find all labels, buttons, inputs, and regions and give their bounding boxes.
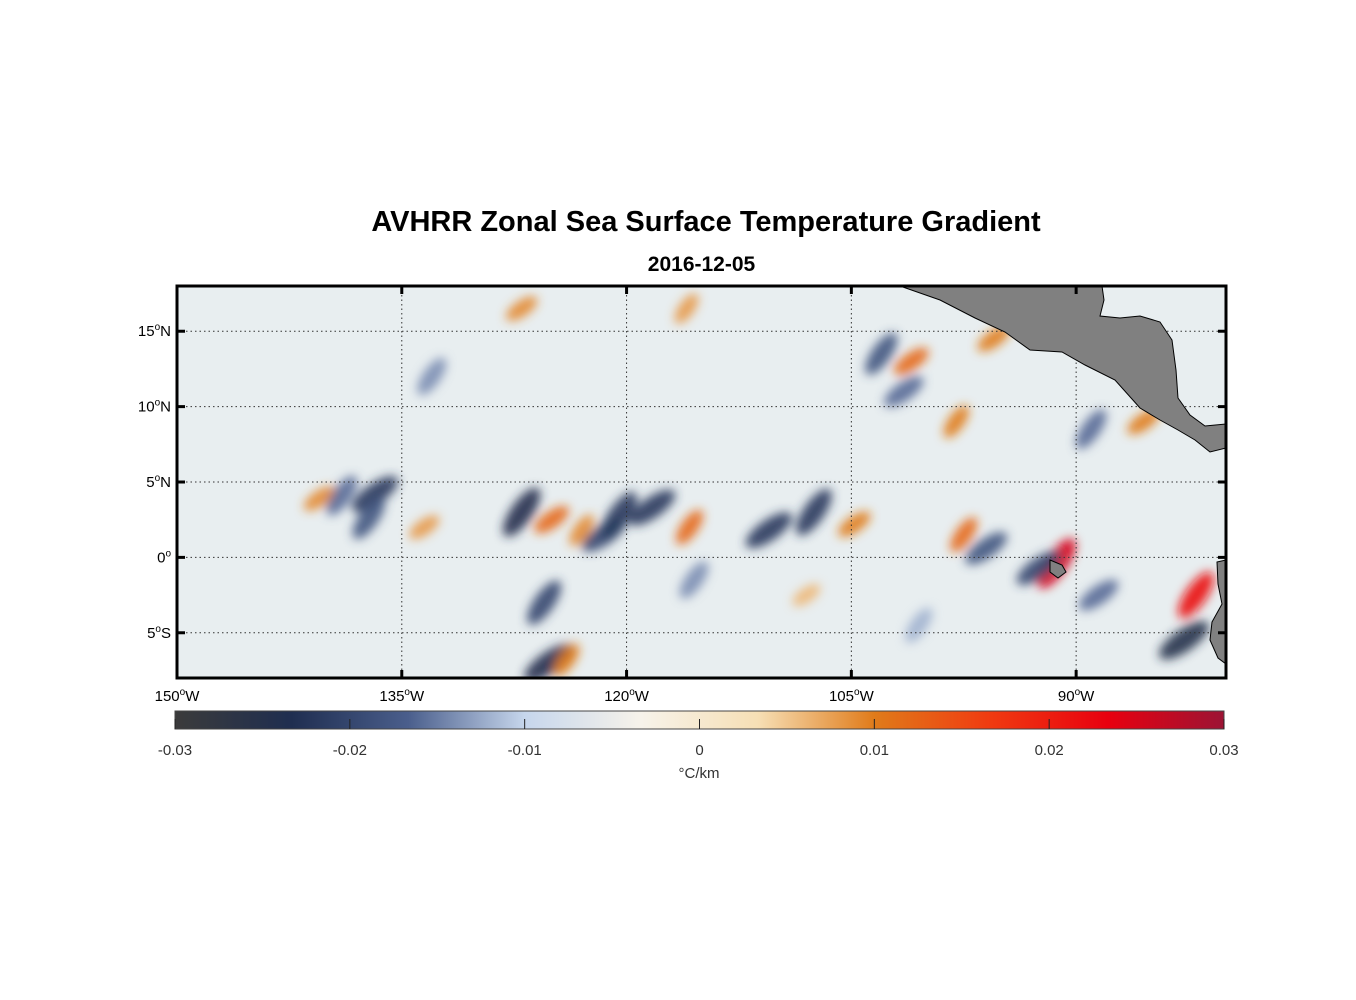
colorbar-unit-label: °C/km xyxy=(679,765,720,782)
colorbar-tick-label: 0.03 xyxy=(1209,742,1238,759)
gradient-feature xyxy=(943,405,969,438)
lat-tick-label: 10oN xyxy=(138,398,171,416)
gradient-feature xyxy=(905,607,933,643)
gradient-feature xyxy=(527,580,562,625)
gradient-feature xyxy=(675,509,704,545)
gradient-feature xyxy=(1078,579,1119,611)
lat-tick-label: 0o xyxy=(157,548,171,566)
gradient-feature xyxy=(679,561,709,599)
gradient-feature xyxy=(1075,409,1107,449)
gradient-feature xyxy=(553,643,580,677)
gradient-feature xyxy=(1159,621,1210,660)
gradient-feature xyxy=(745,512,793,549)
colorbar-tick-label: -0.01 xyxy=(508,742,542,759)
gradient-features-layer xyxy=(303,293,1214,678)
axis-tick-marks xyxy=(175,286,1226,678)
gradient-feature xyxy=(569,514,594,546)
lon-tick-label: 90oW xyxy=(1058,687,1095,705)
gradient-feature xyxy=(965,532,1008,565)
gradient-feature xyxy=(977,326,1010,352)
gradient-feature xyxy=(674,293,699,324)
gradient-feature xyxy=(351,476,399,512)
lon-tick-label: 150oW xyxy=(155,687,201,705)
gradient-feature xyxy=(838,511,871,537)
gradient-feature xyxy=(524,644,574,678)
gradient-feature xyxy=(326,475,358,516)
gradient-feature xyxy=(628,489,676,526)
gradient-feature xyxy=(601,491,637,539)
gradient-feature xyxy=(796,488,832,536)
colorbar-tick-label: 0 xyxy=(695,742,703,759)
gradient-feature xyxy=(502,487,541,537)
latitude-tick-labels: 15oN 10oN 5oN 0o 5oS xyxy=(138,322,172,642)
gradient-feature xyxy=(534,506,570,534)
gradient-feature xyxy=(417,357,447,396)
lon-tick-label: 105oW xyxy=(829,687,875,705)
colorbar-ticks: -0.03 -0.02 -0.01 0 0.01 0.02 0.03 xyxy=(158,719,1239,759)
gradient-feature xyxy=(893,347,929,375)
map-area xyxy=(177,286,1226,678)
lon-tick-label: 120oW xyxy=(604,687,650,705)
gradient-feature xyxy=(303,486,336,511)
colorbar-tick-label: -0.02 xyxy=(333,742,367,759)
gradient-feature xyxy=(352,497,385,540)
gradient-feature xyxy=(409,515,440,540)
gradient-feature xyxy=(884,376,924,407)
gradient-feature xyxy=(1178,571,1214,619)
chart-title: AVHRR Zonal Sea Surface Temperature Grad… xyxy=(371,206,1041,238)
gradient-feature xyxy=(506,296,538,321)
colorbar-tick-label: 0.01 xyxy=(860,742,889,759)
gradient-feature xyxy=(865,332,898,375)
gradient-feature xyxy=(950,517,978,553)
lat-tick-label: 5oN xyxy=(146,473,171,491)
colorbar-tick-label: -0.03 xyxy=(158,742,192,759)
longitude-tick-labels: 150oW 135oW 120oW 105oW 90oW xyxy=(155,687,1096,705)
lat-tick-label: 5oS xyxy=(147,624,171,642)
lat-tick-label: 15oN xyxy=(138,322,171,340)
lon-tick-label: 135oW xyxy=(379,687,425,705)
land-central-america xyxy=(899,286,1226,665)
gradient-feature xyxy=(792,584,821,607)
colorbar-tick-label: 0.02 xyxy=(1035,742,1064,759)
chart-date-subtitle: 2016-12-05 xyxy=(647,253,756,276)
colorbar: -0.03 -0.02 -0.01 0 0.01 0.02 0.03 °C/km xyxy=(158,710,1239,782)
